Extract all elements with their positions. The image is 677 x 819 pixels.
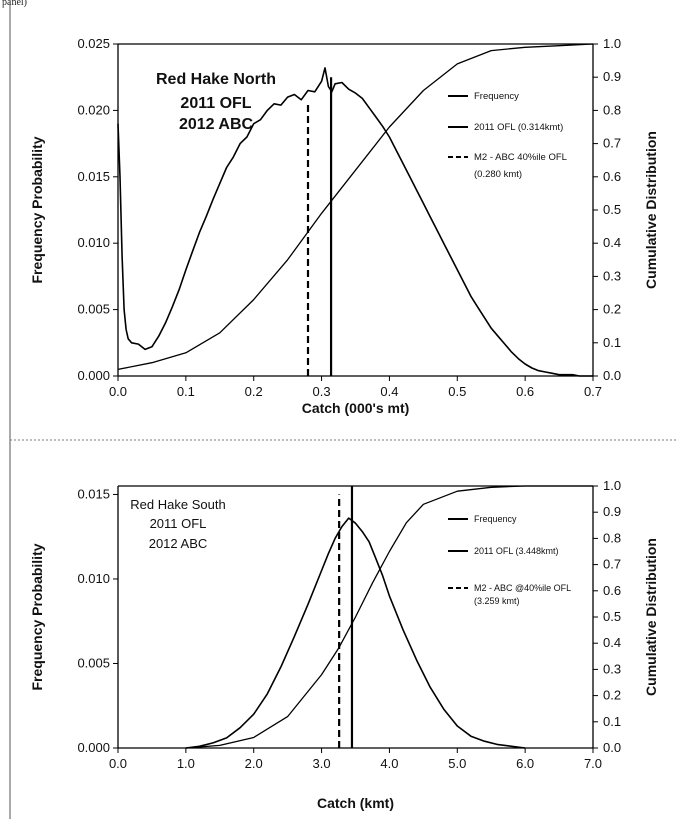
- p1-x-tick-label: 0.1: [177, 384, 195, 399]
- p2-y2-axis-title: Cumulative Distribution: [643, 538, 659, 696]
- p1-y2-tick-label: 0.4: [603, 235, 621, 250]
- p2-y2-tick-label: 0.2: [603, 688, 621, 703]
- p1-y2-tick-label: 0.6: [603, 169, 621, 184]
- p2-title-line-3: 2012 ABC: [149, 536, 208, 551]
- p2-y-axis-title: Frequency Probability: [29, 543, 45, 690]
- p1-x-tick-label: 0.5: [448, 384, 466, 399]
- p1-y2-tick-label: 0.3: [603, 268, 621, 283]
- p2-y2-tick-label: 0.1: [603, 714, 621, 729]
- p1-legend-label-3: M2 - ABC 40%ile OFL: [474, 152, 567, 163]
- p2-x-tick-label: 6.0: [516, 756, 534, 771]
- p2-y2-tick-label: 0.0: [603, 740, 621, 755]
- p2-y-tick-label: 0.005: [77, 655, 110, 670]
- top-caption-fragment: panel): [2, 0, 27, 8]
- p2-x-tick-label: 4.0: [380, 756, 398, 771]
- p2-legend-label-2: 2011 OFL (3.448kmt): [474, 546, 559, 556]
- p1-title-line-3: 2012 ABC: [179, 116, 254, 133]
- p2-legend-label-1: Frequency: [474, 514, 517, 524]
- p2-y2-tick-label: 0.4: [603, 635, 621, 650]
- p2-legend-label-3: M2 - ABC @40%ile OFL: [474, 583, 571, 593]
- p2-x-tick-label: 7.0: [584, 756, 602, 771]
- p1-y2-tick-label: 0.5: [603, 202, 621, 217]
- p1-y-tick-label: 0.005: [77, 302, 110, 317]
- p2-y2-tick-label: 0.8: [603, 530, 621, 545]
- p1-legend-label-1: Frequency: [474, 91, 519, 102]
- p1-x-tick-label: 0.2: [245, 384, 263, 399]
- p1-cumulative-distribution-line: [117, 43, 594, 371]
- p2-x-tick-label: 5.0: [448, 756, 466, 771]
- p1-legend-label-3: (0.280 kmt): [474, 169, 522, 180]
- p1-y2-tick-label: 1.0: [603, 36, 621, 51]
- p1-y-tick-label: 0.000: [77, 368, 110, 383]
- p1-y-tick-label: 0.010: [77, 235, 110, 250]
- p2-x-tick-label: 0.0: [109, 756, 127, 771]
- p1-y-tick-label: 0.025: [77, 36, 110, 51]
- p1-y2-tick-label: 0.8: [603, 102, 621, 117]
- p2-y2-tick-label: 0.7: [603, 557, 621, 572]
- p2-x-tick-label: 1.0: [177, 756, 195, 771]
- p2-y-tick-label: 0.015: [77, 486, 110, 501]
- p2-cumulative-distribution-line: [185, 485, 593, 749]
- p2-x-tick-label: 3.0: [313, 756, 331, 771]
- p2-y2-tick-label: 0.3: [603, 661, 621, 676]
- p1-x-tick-label: 0.4: [380, 384, 398, 399]
- p2-y2-tick-label: 0.9: [603, 504, 621, 519]
- p1-title-line-1: Red Hake North: [156, 71, 276, 88]
- p1-y2-tick-label: 0.0: [603, 368, 621, 383]
- p1-y-tick-label: 0.020: [77, 102, 110, 117]
- p1-y2-tick-label: 0.1: [603, 335, 621, 350]
- p2-x-tick-label: 2.0: [245, 756, 263, 771]
- p1-x-tick-label: 0.7: [584, 384, 602, 399]
- p2-legend-label-3: (3.259 kmt): [474, 596, 520, 606]
- p1-legend-label-2: 2011 OFL (0.314kmt): [474, 122, 563, 133]
- p1-y-axis-title: Frequency Probability: [29, 136, 45, 283]
- p1-y2-tick-label: 0.7: [603, 136, 621, 151]
- p1-y2-tick-label: 0.2: [603, 302, 621, 317]
- p1-x-tick-label: 0.3: [313, 384, 331, 399]
- p1-title-line-2: 2011 OFL: [180, 95, 251, 112]
- p1-x-tick-label: 0.0: [109, 384, 127, 399]
- p2-y-tick-label: 0.010: [77, 571, 110, 586]
- p2-y-tick-label: 0.000: [77, 740, 110, 755]
- p1-y-tick-label: 0.015: [77, 169, 110, 184]
- p1-y2-axis-title: Cumulative Distribution: [643, 131, 659, 289]
- p2-y2-tick-label: 0.5: [603, 609, 621, 624]
- p2-y2-tick-label: 1.0: [603, 478, 621, 493]
- p2-title-line-1: Red Hake South: [130, 497, 225, 512]
- p1-x-tick-label: 0.6: [516, 384, 534, 399]
- p1-x-axis-title: Catch (000's mt): [302, 400, 410, 416]
- p2-title-line-2: 2011 OFL: [150, 516, 207, 531]
- p1-y2-tick-label: 0.9: [603, 69, 621, 84]
- p2-frequency-line: [185, 517, 526, 749]
- p2-y2-tick-label: 0.6: [603, 583, 621, 598]
- p1-frequency-line: [117, 67, 593, 377]
- p2-x-axis-title: Catch (kmt): [317, 795, 394, 811]
